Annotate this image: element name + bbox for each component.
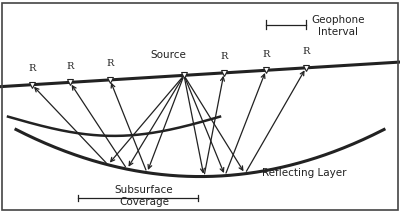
- Text: Geophone
Interval: Geophone Interval: [311, 15, 365, 37]
- Text: Subsurface
Coverage: Subsurface Coverage: [115, 185, 173, 207]
- Text: R: R: [302, 47, 310, 56]
- Text: R: R: [106, 59, 114, 68]
- Text: Source: Source: [150, 50, 186, 60]
- Text: Reflecting Layer: Reflecting Layer: [262, 168, 346, 178]
- Text: R: R: [66, 62, 74, 71]
- Text: R: R: [220, 52, 228, 61]
- Text: R: R: [28, 64, 36, 73]
- Text: R: R: [262, 49, 270, 59]
